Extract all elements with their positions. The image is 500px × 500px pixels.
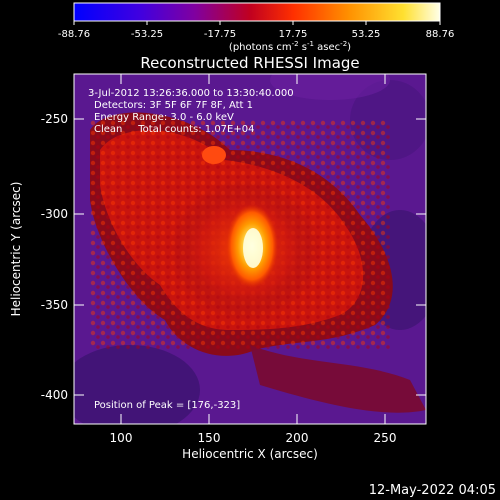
- dark-patch: [74, 345, 200, 424]
- peak-center: [243, 228, 263, 268]
- x-tick-label: 250: [374, 431, 397, 445]
- plot-frame: [73, 73, 427, 425]
- footer-timestamp: 12-May-2022 04:05: [369, 483, 496, 498]
- colorbar-tick-label: -17.75: [204, 29, 236, 40]
- colorbar-tick-label: 88.76: [426, 29, 455, 40]
- x-tick-label: 150: [198, 431, 221, 445]
- light-patch: [270, 74, 390, 100]
- y-axis-label: Heliocentric Y (arcsec): [9, 182, 23, 317]
- colorbar-tick-label: 53.25: [352, 29, 381, 40]
- axis-ticks: [74, 74, 426, 424]
- annotation-detectors: Detectors: 3F 5F 6F 7F 8F, Att 1: [94, 100, 253, 111]
- annotation-time-range: 3-Jul-2012 13:26:36.000 to 13:30:40.000: [88, 88, 294, 99]
- peak-position-label: Position of Peak = [176,-323]: [94, 400, 240, 411]
- plot-title: Reconstructed RHESSI Image: [140, 54, 359, 72]
- y-tick-label: -400: [41, 388, 68, 402]
- y-tick-label: -300: [41, 207, 68, 221]
- emission-tail: [250, 345, 426, 413]
- x-tick-label: 200: [286, 431, 309, 445]
- colorbar-tick-label: -88.76: [58, 29, 90, 40]
- x-tick-label: 100: [110, 431, 133, 445]
- colorbar-frame: [73, 2, 441, 22]
- colorbar-tick-label: 17.75: [279, 29, 308, 40]
- rhessi-image: [74, 74, 426, 424]
- colorbar-ticks: [73, 21, 441, 25]
- colorbar: -88.76 -53.25 -17.75 17.75 53.25 88.76 (…: [58, 2, 455, 53]
- colorbar-gradient: [74, 3, 440, 21]
- y-tick-label: -350: [41, 298, 68, 312]
- colorbar-tick-label: -53.25: [131, 29, 163, 40]
- annotation-energy-range: Energy Range: 3.0 - 6.0 keV: [94, 112, 234, 123]
- secondary-hotspot: [202, 146, 226, 164]
- x-axis-label: Heliocentric X (arcsec): [182, 447, 318, 461]
- y-tick-label: -250: [41, 112, 68, 126]
- annotation-algorithm-counts: Clean Total counts: 1.07E+04: [94, 124, 254, 135]
- colorbar-unit-label: (photons cm-2 s-1 asec-2): [229, 40, 351, 53]
